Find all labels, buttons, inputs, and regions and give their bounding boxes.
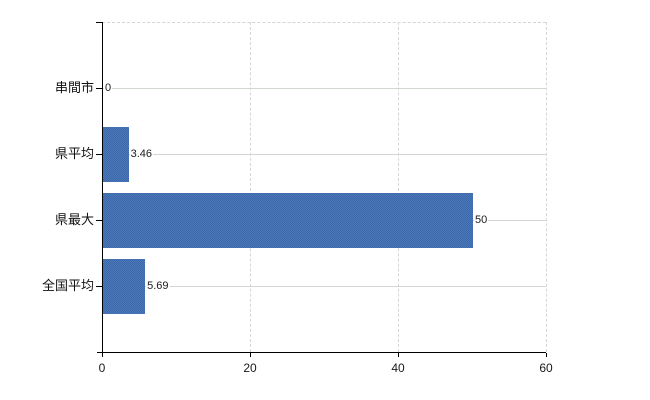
x-axis-line <box>97 352 546 353</box>
y-axis-tick <box>96 154 102 155</box>
value-label: 5.69 <box>146 280 170 293</box>
category-label: 県最大 <box>54 212 94 227</box>
bar <box>103 192 473 248</box>
value-label: 50 <box>474 214 489 227</box>
x-tick-label: 60 <box>539 361 553 375</box>
category-gridline <box>102 154 546 155</box>
y-axis-line <box>102 22 103 357</box>
y-axis-top-tick <box>96 22 102 23</box>
x-gridline <box>398 22 399 352</box>
value-label: 0 <box>104 82 113 95</box>
value-label: 3.46 <box>129 148 154 161</box>
x-gridline <box>546 22 547 352</box>
bar <box>103 126 129 182</box>
x-tick-label: 40 <box>391 361 405 375</box>
category-label: 県平均 <box>54 146 94 161</box>
bar <box>103 258 146 314</box>
x-axis-tick <box>250 353 251 357</box>
y-axis-tick <box>96 88 102 89</box>
x-tick-label: 0 <box>98 361 106 375</box>
x-tick-label: 20 <box>243 361 257 375</box>
plot-top-border <box>102 22 546 23</box>
category-label: 串間市 <box>54 80 94 95</box>
category-gridline <box>102 88 546 89</box>
x-axis-tick <box>398 353 399 357</box>
y-axis-tick <box>96 220 102 221</box>
y-axis-tick <box>96 286 102 287</box>
x-axis-tick <box>546 353 547 357</box>
x-gridline <box>250 22 251 352</box>
category-gridline <box>102 286 546 287</box>
category-label: 全国平均 <box>41 278 94 293</box>
